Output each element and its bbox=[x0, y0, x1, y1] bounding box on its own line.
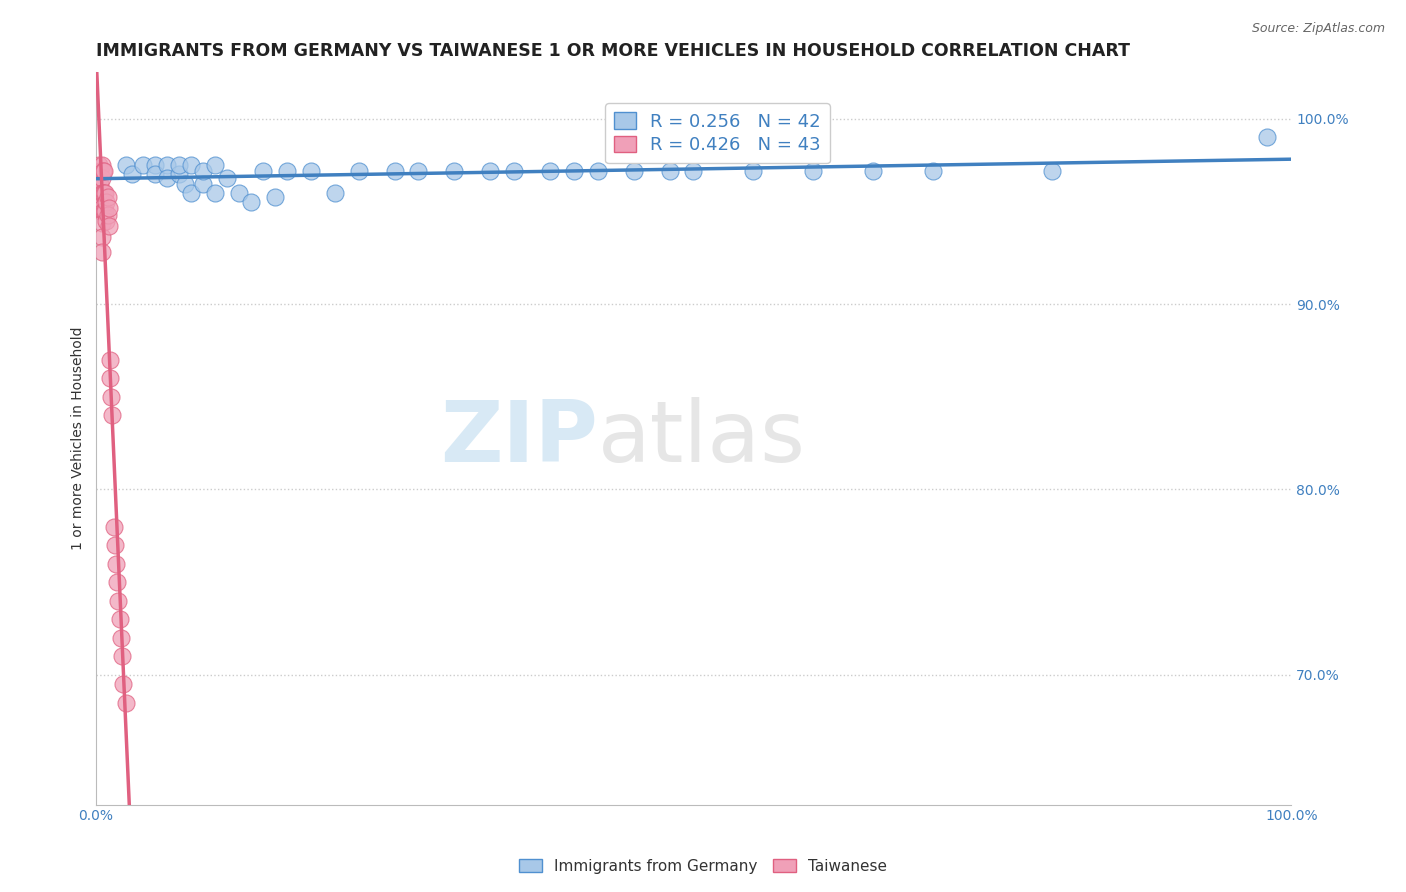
Point bbox=[89, 171, 111, 186]
Point bbox=[114, 158, 136, 172]
Point bbox=[180, 186, 202, 200]
Point bbox=[94, 204, 117, 219]
Point bbox=[114, 696, 136, 710]
Point bbox=[180, 158, 202, 172]
Point bbox=[110, 631, 132, 645]
Point bbox=[93, 186, 115, 200]
Point bbox=[264, 189, 287, 203]
Point bbox=[538, 163, 561, 178]
Point bbox=[801, 163, 824, 178]
Point bbox=[174, 177, 197, 191]
Point bbox=[90, 201, 112, 215]
Point bbox=[91, 204, 114, 219]
Point bbox=[586, 163, 609, 178]
Point bbox=[408, 163, 430, 178]
Point bbox=[101, 409, 124, 423]
Point bbox=[299, 163, 322, 178]
Point bbox=[105, 575, 128, 590]
Point bbox=[103, 519, 125, 533]
Point bbox=[240, 195, 263, 210]
Point bbox=[104, 557, 127, 571]
Point bbox=[921, 163, 943, 178]
Point bbox=[107, 593, 129, 607]
Point bbox=[169, 158, 191, 172]
Point bbox=[323, 186, 346, 200]
Point bbox=[562, 163, 585, 178]
Point bbox=[90, 186, 112, 200]
Point bbox=[90, 171, 112, 186]
Point bbox=[90, 230, 112, 244]
Point bbox=[94, 186, 117, 200]
Point bbox=[89, 201, 111, 215]
Text: Source: ZipAtlas.com: Source: ZipAtlas.com bbox=[1251, 22, 1385, 36]
Point bbox=[347, 163, 370, 178]
Point bbox=[108, 612, 131, 626]
Point bbox=[193, 163, 215, 178]
Point bbox=[96, 195, 118, 210]
Point bbox=[503, 163, 526, 178]
Point bbox=[443, 163, 465, 178]
Point bbox=[217, 171, 239, 186]
Text: IMMIGRANTS FROM GERMANY VS TAIWANESE 1 OR MORE VEHICLES IN HOUSEHOLD CORRELATION: IMMIGRANTS FROM GERMANY VS TAIWANESE 1 O… bbox=[96, 42, 1129, 60]
Point bbox=[97, 219, 120, 234]
Point bbox=[682, 163, 704, 178]
Point bbox=[97, 201, 120, 215]
Point bbox=[204, 158, 226, 172]
Point bbox=[98, 352, 121, 367]
Point bbox=[93, 163, 115, 178]
Text: atlas: atlas bbox=[598, 397, 806, 480]
Point bbox=[89, 163, 111, 178]
Point bbox=[132, 158, 155, 172]
Point bbox=[104, 538, 127, 552]
Point bbox=[156, 171, 179, 186]
Point bbox=[112, 677, 135, 691]
Point bbox=[1256, 130, 1278, 145]
Point bbox=[1040, 163, 1063, 178]
Point bbox=[228, 186, 250, 200]
Point bbox=[91, 163, 114, 178]
Y-axis label: 1 or more Vehicles in Household: 1 or more Vehicles in Household bbox=[72, 326, 86, 550]
Point bbox=[98, 371, 121, 385]
Point bbox=[90, 245, 112, 260]
Point bbox=[90, 158, 112, 172]
Point bbox=[89, 189, 111, 203]
Point bbox=[121, 167, 143, 181]
Point bbox=[111, 649, 134, 664]
Legend: R = 0.256   N = 42, R = 0.426   N = 43: R = 0.256 N = 42, R = 0.426 N = 43 bbox=[605, 103, 830, 163]
Point bbox=[97, 208, 120, 222]
Point bbox=[384, 163, 406, 178]
Point bbox=[91, 186, 114, 200]
Point bbox=[89, 204, 111, 219]
Point bbox=[479, 163, 502, 178]
Point bbox=[252, 163, 274, 178]
Point bbox=[742, 163, 765, 178]
Point bbox=[93, 204, 115, 219]
Point bbox=[862, 163, 884, 178]
Point bbox=[145, 167, 167, 181]
Point bbox=[156, 158, 179, 172]
Point bbox=[169, 167, 191, 181]
Point bbox=[193, 177, 215, 191]
Point bbox=[100, 390, 122, 404]
Legend: Immigrants from Germany, Taiwanese: Immigrants from Germany, Taiwanese bbox=[513, 853, 893, 880]
Point bbox=[89, 177, 111, 191]
Point bbox=[96, 213, 118, 227]
Point bbox=[89, 186, 111, 200]
Text: ZIP: ZIP bbox=[440, 397, 598, 480]
Point bbox=[658, 163, 681, 178]
Point bbox=[90, 216, 112, 230]
Point bbox=[89, 158, 111, 172]
Point bbox=[276, 163, 298, 178]
Point bbox=[145, 158, 167, 172]
Point bbox=[623, 163, 645, 178]
Point bbox=[204, 186, 226, 200]
Point bbox=[97, 189, 120, 203]
